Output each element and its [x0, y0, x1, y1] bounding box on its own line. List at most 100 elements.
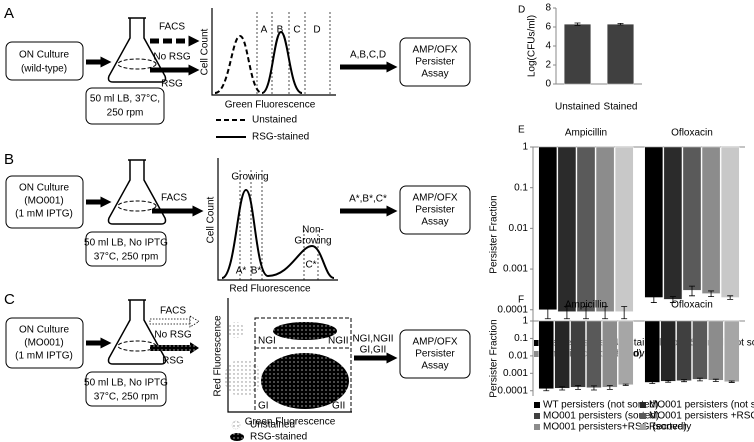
- arrowhead: [190, 342, 199, 354]
- output-label: GI,GII: [360, 345, 387, 356]
- flask: [107, 159, 167, 225]
- gate-label: GI: [258, 401, 269, 412]
- y-tick-label: 4: [545, 41, 551, 52]
- y-tick-label: 0.1: [514, 182, 528, 193]
- error-bar: [583, 306, 589, 320]
- assay-text: AMP/OFX: [412, 193, 457, 204]
- bar: [618, 320, 634, 385]
- error-bar: [665, 380, 672, 383]
- unstained-population: [224, 359, 262, 397]
- distribution-curve: [221, 188, 335, 279]
- output-label: A,B,C,D: [350, 50, 386, 61]
- error-bar: [543, 386, 550, 392]
- medium-text: 37°C, 250 rpm: [94, 252, 159, 263]
- y-tick-label: 1: [522, 316, 528, 327]
- medium-text: 50 ml LB, No IPTG: [84, 378, 168, 389]
- panel-c: C ON Culture (MO001) (1 mM IPTG) 50 ml L…: [4, 291, 471, 442]
- panel-label: A: [4, 5, 14, 22]
- gate-label: D: [313, 25, 320, 36]
- legend-label: Recovery: [649, 422, 691, 433]
- legend-swatch: [534, 351, 540, 357]
- assay-text: Assay: [421, 217, 448, 228]
- bar: [676, 320, 692, 381]
- bar: [708, 320, 724, 381]
- bar: [724, 320, 740, 382]
- y-tick-label: 0.01: [509, 351, 529, 362]
- legend-text: Unstained: [250, 420, 295, 431]
- arrow-label: RSG: [162, 356, 184, 367]
- error-bar: [602, 306, 609, 320]
- assay-text: Persister: [415, 57, 455, 68]
- gate-label: C*: [305, 260, 316, 271]
- legend-swatch: [640, 402, 646, 408]
- bar: [663, 146, 683, 300]
- y-tick-label: 0.001: [503, 368, 528, 379]
- category-label: Stained: [604, 102, 638, 113]
- bar: [606, 23, 635, 85]
- gate-label: B*: [251, 266, 262, 277]
- category-label: Ampicillin: [565, 300, 607, 311]
- medium-box: [85, 371, 167, 407]
- arrow-label: No RSG: [154, 330, 191, 341]
- bar: [538, 146, 558, 310]
- legend-label: MO001 persisters +RSG (not sorted): [649, 411, 754, 422]
- legend-label: MO001 persisters (sorted): [543, 411, 659, 422]
- medium-text: 50 ml LB, 37°C,: [90, 94, 160, 105]
- legend-label: MO001 persisters (not sorted): [649, 400, 754, 411]
- region-label: Growing: [294, 236, 331, 247]
- bar: [720, 146, 740, 298]
- legend-text: RSG-stained: [250, 432, 307, 442]
- y-axis-label: Log(CFUs/ml): [527, 15, 538, 77]
- category-label: Unstained: [555, 102, 600, 113]
- output-label: NGI,NGII: [352, 334, 393, 345]
- gate-label: C: [293, 25, 300, 36]
- y-tick-label: 0.01: [509, 223, 529, 234]
- gate-label: B: [277, 25, 284, 36]
- assay-text: Persister: [415, 205, 455, 216]
- unstained-curve: [214, 34, 263, 94]
- arrow: [150, 345, 190, 351]
- bar: [644, 320, 660, 383]
- error-bar: [590, 385, 597, 391]
- region-label: Growing: [231, 172, 268, 183]
- culture-text: (MO001): [24, 338, 63, 349]
- bar: [557, 146, 577, 312]
- y-axis-label: Red Fluorescence: [213, 315, 224, 397]
- assay-box: [399, 329, 471, 379]
- panel-label: D: [518, 5, 525, 16]
- culture-text: (1 mM IPTG): [15, 351, 73, 362]
- panel-label: C: [4, 291, 15, 308]
- arrow-label: FACS: [159, 22, 185, 33]
- arrow-label: FACS: [160, 306, 186, 317]
- bar: [595, 146, 615, 312]
- gate-label: A*: [236, 266, 247, 277]
- error-bar: [669, 296, 676, 303]
- stained-population: [273, 322, 337, 340]
- category-label: Ampicillin: [565, 128, 607, 139]
- error-bar: [575, 385, 582, 390]
- bar: [576, 146, 596, 312]
- panel-a: A ON Culture (wild-type) 50 ml LB, 37°C,…: [4, 5, 471, 143]
- assay-text: AMP/OFX: [412, 337, 457, 348]
- medium-text: 50 ml LB, No IPTG: [84, 238, 168, 249]
- medium-text: 37°C, 250 rpm: [94, 392, 159, 403]
- assay-text: Assay: [421, 69, 448, 80]
- arrow-label: No RSG: [153, 52, 190, 63]
- arrow-label: FACS: [161, 193, 187, 204]
- error-bar: [650, 293, 657, 303]
- arrow-label: RSG: [161, 79, 183, 90]
- culture-text: ON Culture: [19, 183, 69, 194]
- panel-label: B: [4, 151, 14, 168]
- bar: [538, 320, 554, 389]
- legend-text: RSG-stained: [252, 132, 309, 143]
- bar: [701, 146, 721, 294]
- x-axis-label: Green Fluorescence: [245, 417, 336, 428]
- error-bar: [689, 285, 695, 297]
- category-label: Ofloxacin: [671, 128, 713, 139]
- axes: [217, 158, 338, 281]
- y-tick-label: 2: [545, 60, 551, 71]
- y-tick-label: 8: [545, 3, 551, 14]
- y-tick-label: 0.0001: [497, 304, 528, 315]
- error-bar: [708, 290, 715, 298]
